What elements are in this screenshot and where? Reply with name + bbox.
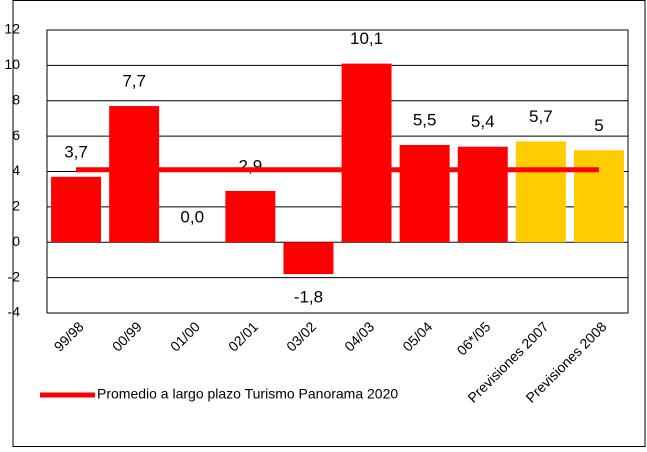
y-tick-label: 0 [12, 233, 20, 249]
value-label: 0,0 [180, 208, 204, 227]
y-tick-label: 2 [12, 198, 20, 214]
bar [573, 150, 624, 243]
bar [399, 144, 450, 243]
y-tick-label: 4 [12, 162, 20, 178]
bar [51, 176, 102, 243]
y-tick-label: 10 [4, 56, 20, 72]
value-label: 3,7 [64, 142, 88, 161]
x-tick-label: 06*/05 [454, 318, 494, 358]
value-label: 5,7 [529, 107, 553, 126]
value-label: 5,5 [413, 110, 437, 129]
bar [457, 146, 508, 243]
value-label: 5 [594, 116, 603, 135]
bar [225, 190, 276, 243]
bar [341, 63, 392, 243]
bar [109, 106, 160, 243]
x-tick-label: 03/02 [283, 318, 319, 354]
bar [515, 141, 566, 243]
x-tick-label: 04/03 [341, 318, 377, 354]
value-label: 10,1 [350, 29, 383, 48]
y-tick-label: -4 [8, 304, 21, 320]
y-tick-label: 8 [12, 91, 20, 107]
value-label: -1,8 [294, 288, 323, 307]
x-tick-label: 02/01 [225, 318, 261, 354]
y-tick-label: 6 [12, 127, 20, 143]
x-tick-label: 00/99 [109, 318, 145, 354]
value-label: 2,9 [239, 156, 263, 175]
bar [283, 242, 334, 275]
y-tick-label: 12 [4, 21, 20, 37]
value-label: 5,4 [471, 112, 495, 131]
y-tick-label: -2 [8, 268, 21, 284]
x-tick-label: 05/04 [399, 318, 435, 354]
plot-border [46, 29, 629, 314]
legend-label: Promedio a largo plazo Turismo Panorama … [97, 386, 398, 402]
x-tick-label: 01/00 [167, 318, 203, 354]
x-tick-label: 99/98 [51, 318, 87, 354]
value-label: 7,7 [122, 72, 146, 91]
